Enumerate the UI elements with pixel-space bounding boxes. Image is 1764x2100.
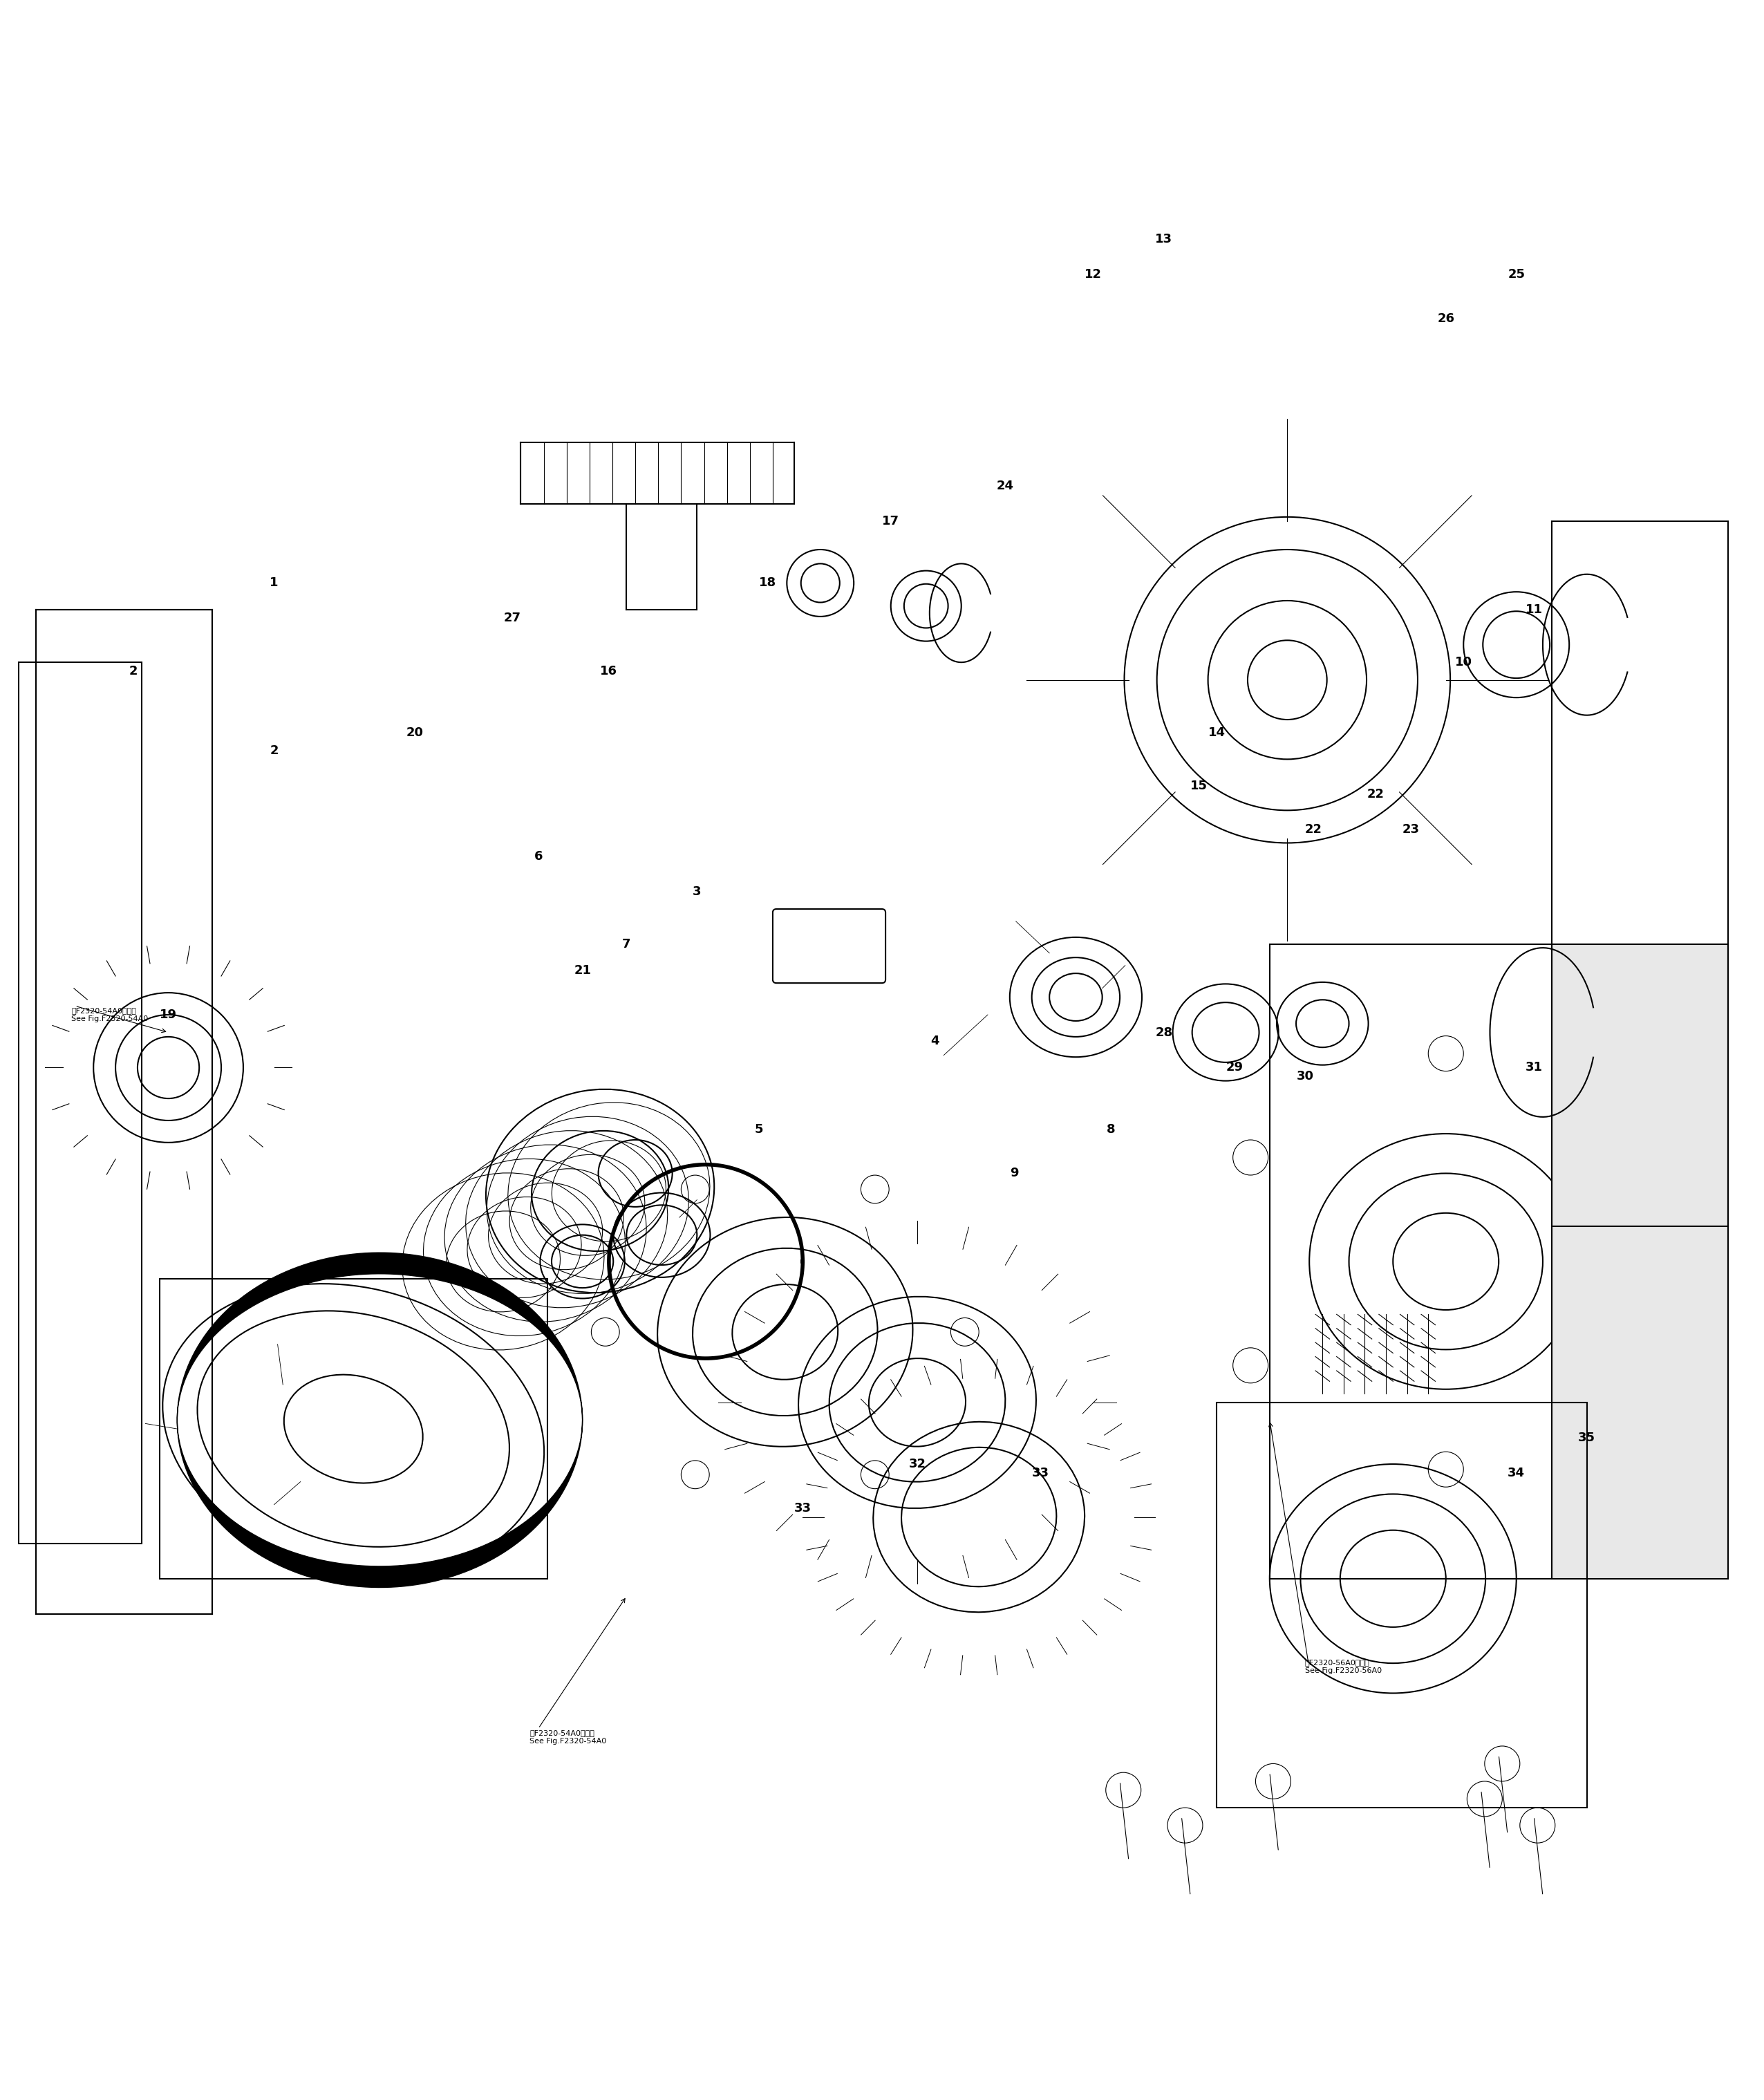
Text: 29: 29 <box>1226 1060 1244 1073</box>
Text: 20: 20 <box>406 727 423 739</box>
Polygon shape <box>176 1254 582 1588</box>
Text: 31: 31 <box>1526 1060 1542 1073</box>
Text: 12: 12 <box>1085 269 1102 281</box>
Text: 6: 6 <box>534 851 543 863</box>
Text: 5: 5 <box>755 1124 764 1136</box>
Text: 14: 14 <box>1208 727 1226 739</box>
Text: 第F2320-54A0図参照
See Fig.F2320-54A0: 第F2320-54A0図参照 See Fig.F2320-54A0 <box>529 1730 607 1745</box>
Text: 22: 22 <box>1367 788 1385 800</box>
Polygon shape <box>1552 945 1727 1579</box>
Text: 19: 19 <box>161 1008 176 1021</box>
Text: 第F2320-54A0図参照
See Fig.F2320-54A0: 第F2320-54A0図参照 See Fig.F2320-54A0 <box>72 1008 148 1023</box>
Text: 28: 28 <box>1155 1027 1173 1040</box>
Text: 27: 27 <box>503 611 520 624</box>
Text: 3: 3 <box>693 886 702 897</box>
Text: 34: 34 <box>1508 1466 1526 1478</box>
Text: 9: 9 <box>1009 1168 1018 1180</box>
Text: 35: 35 <box>1579 1432 1595 1445</box>
Text: 第F2320-56A0図参照
See Fig.F2320-56A0: 第F2320-56A0図参照 See Fig.F2320-56A0 <box>1305 1659 1381 1674</box>
Text: 2: 2 <box>129 666 138 678</box>
Text: 8: 8 <box>1106 1124 1115 1136</box>
Text: 4: 4 <box>931 1035 938 1048</box>
Text: 33: 33 <box>1032 1466 1050 1478</box>
Text: 23: 23 <box>1402 823 1420 836</box>
Text: 17: 17 <box>882 514 900 527</box>
Text: 10: 10 <box>1455 655 1473 668</box>
Text: 11: 11 <box>1526 603 1542 615</box>
Text: 21: 21 <box>573 964 591 976</box>
Text: 26: 26 <box>1438 313 1455 326</box>
Text: 13: 13 <box>1155 233 1173 246</box>
Text: 1: 1 <box>270 578 279 590</box>
Text: 32: 32 <box>908 1457 926 1470</box>
Text: 22: 22 <box>1305 823 1323 836</box>
Text: 18: 18 <box>759 578 776 590</box>
Text: 30: 30 <box>1297 1071 1314 1084</box>
Text: 2: 2 <box>270 743 279 756</box>
Text: 33: 33 <box>794 1502 811 1514</box>
Text: 15: 15 <box>1191 779 1208 792</box>
Text: 24: 24 <box>997 481 1014 491</box>
Text: 25: 25 <box>1508 269 1526 281</box>
Text: 16: 16 <box>600 666 617 678</box>
Text: 7: 7 <box>623 939 632 951</box>
